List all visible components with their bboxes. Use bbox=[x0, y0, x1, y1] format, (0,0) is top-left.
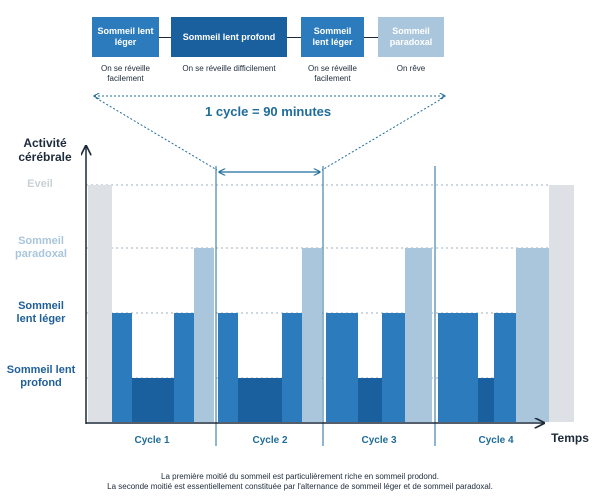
bar-rem bbox=[516, 248, 549, 422]
legend-box-light-2: Sommeil lent léger bbox=[301, 17, 364, 57]
x-axis-title: Temps bbox=[551, 431, 589, 445]
legend-box-deep: Sommeil lent profond bbox=[171, 17, 287, 57]
legend-connector bbox=[159, 37, 171, 38]
legend-caption: On rêve bbox=[396, 64, 426, 73]
level-label-eveil: Eveil bbox=[27, 178, 53, 190]
level-label-leger: Sommeil lent léger bbox=[16, 300, 66, 325]
footnote-line-1: La première moitié du sommeil est partic… bbox=[161, 472, 439, 481]
cycle-duration-note: 1 cycle = 90 minutes bbox=[205, 104, 332, 119]
legend-caption: On se réveille difficilement bbox=[182, 64, 276, 73]
bar-deep bbox=[478, 378, 494, 422]
bar-deep bbox=[132, 378, 174, 422]
zoom-line-left bbox=[95, 97, 218, 171]
cycle-label-2: Cycle 2 bbox=[252, 435, 288, 446]
bar-light bbox=[326, 313, 358, 422]
bar-rem bbox=[302, 248, 322, 422]
legend-connector bbox=[364, 37, 378, 38]
level-label-profond: Sommeil lent profond bbox=[6, 364, 76, 389]
bar-deep bbox=[358, 378, 382, 422]
bar-light bbox=[438, 313, 478, 422]
bar-rem bbox=[405, 248, 432, 422]
bar-light bbox=[112, 313, 132, 422]
legend-box-rem: Sommeil paradoxal bbox=[378, 17, 444, 57]
bar-deep bbox=[238, 378, 282, 422]
bar-eveil-start bbox=[88, 185, 112, 422]
y-axis-title: Activité cérébrale bbox=[18, 136, 72, 164]
level-label-paradoxal: Sommeil paradoxal bbox=[15, 235, 67, 260]
bar-light bbox=[494, 313, 516, 422]
bar-light bbox=[218, 313, 238, 422]
bar-light bbox=[174, 313, 194, 422]
cycle-label-1: Cycle 1 bbox=[134, 435, 170, 446]
footnote-line-2: La seconde moitié est essentiellement co… bbox=[107, 482, 493, 491]
bar-light bbox=[282, 313, 302, 422]
cycle-label-3: Cycle 3 bbox=[361, 435, 397, 446]
legend-connector bbox=[287, 37, 301, 38]
legend-caption: On se réveille facilement bbox=[308, 64, 357, 83]
bar-light bbox=[382, 313, 405, 422]
zoom-line-right bbox=[321, 97, 444, 171]
bar-eveil-end bbox=[549, 185, 574, 422]
legend-caption: On se réveille facilement bbox=[101, 64, 150, 83]
bar-rem bbox=[194, 248, 214, 422]
cycle-label-4: Cycle 4 bbox=[478, 435, 514, 446]
legend-box-light-1: Sommeil lent léger bbox=[92, 17, 159, 57]
